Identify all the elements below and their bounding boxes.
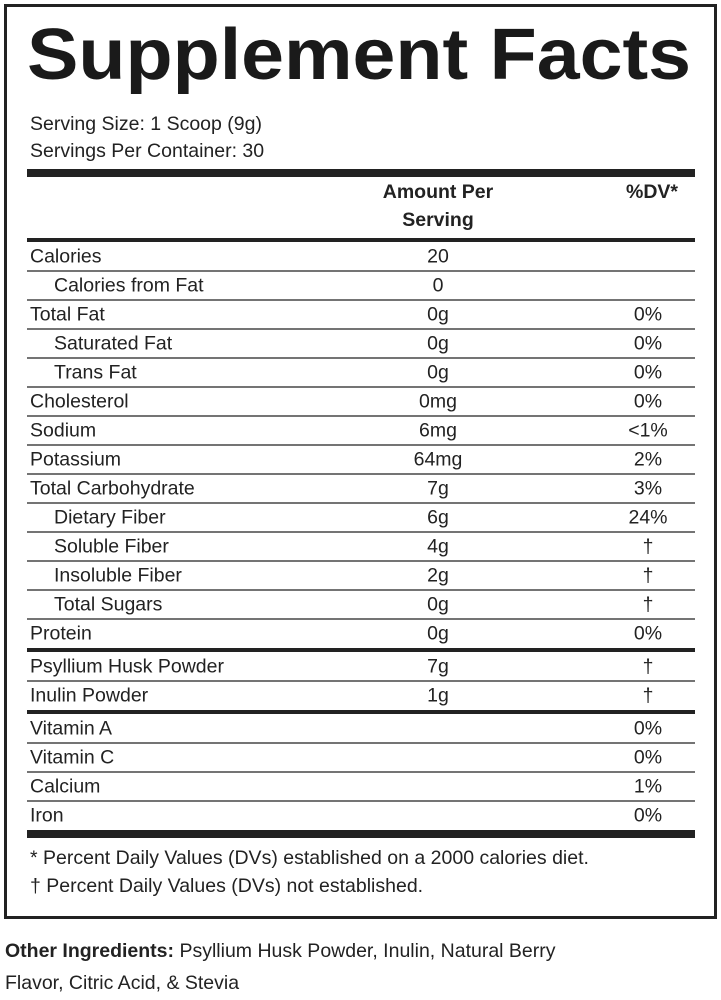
nutrient-label: Iron <box>30 805 64 827</box>
nutrient-dv: † <box>643 536 654 558</box>
nutrient-dv: 0% <box>634 805 662 827</box>
nutrient-amount: 20 <box>427 246 449 268</box>
title: Supplement Facts <box>27 15 691 95</box>
other-ingredients-text: Psyllium Husk Powder, Inulin, Natural Be… <box>179 940 555 962</box>
nutrient-label: Inulin Powder <box>30 685 149 707</box>
nutrient-dv: 0% <box>634 718 662 740</box>
dv-header: %DV* <box>626 181 678 203</box>
amount-header: Amount Per <box>383 181 494 203</box>
nutrient-dv: 0% <box>634 391 662 413</box>
nutrient-amount: 7g <box>427 656 449 678</box>
nutrient-label: Total Sugars <box>54 594 163 616</box>
panel-border <box>4 4 717 919</box>
rule <box>27 238 695 242</box>
nutrient-amount: 0g <box>427 594 449 616</box>
nutrient-amount: 4g <box>427 536 449 558</box>
nutrient-label: Protein <box>30 623 92 645</box>
nutrient-amount: 6mg <box>419 420 457 442</box>
nutrient-dv: 0% <box>634 362 662 384</box>
nutrient-label: Soluble Fiber <box>54 536 169 558</box>
nutrient-label: Dietary Fiber <box>54 507 166 529</box>
nutrient-label: Total Fat <box>30 304 105 326</box>
other-ingredients-text: Flavor, Citric Acid, & Stevia <box>5 972 239 994</box>
nutrient-amount: 0g <box>427 333 449 355</box>
nutrient-label: Cholesterol <box>30 391 129 413</box>
nutrient-label: Calcium <box>30 776 100 798</box>
nutrient-label: Saturated Fat <box>54 333 173 355</box>
nutrient-label: Calories from Fat <box>54 275 204 297</box>
nutrient-dv: 0% <box>634 747 662 769</box>
nutrient-dv: <1% <box>628 420 668 442</box>
nutrient-label: Potassium <box>30 449 121 471</box>
nutrient-label: Vitamin A <box>30 718 112 740</box>
nutrient-dv: 2% <box>634 449 662 471</box>
nutrient-amount: 0mg <box>419 391 457 413</box>
nutrient-label: Calories <box>30 246 102 268</box>
servings-per-container: Servings Per Container: 30 <box>30 140 264 162</box>
other-ingredients-label: Other Ingredients: <box>5 940 174 962</box>
nutrient-dv: † <box>643 594 654 616</box>
footnote: * Percent Daily Values (DVs) established… <box>30 847 589 869</box>
nutrient-amount: 1g <box>427 685 449 707</box>
footnote: † Percent Daily Values (DVs) not establi… <box>30 875 423 897</box>
nutrient-dv: † <box>643 656 654 678</box>
nutrient-amount: 2g <box>427 565 449 587</box>
nutrient-dv: 24% <box>628 507 667 529</box>
nutrient-label: Psyllium Husk Powder <box>30 656 224 678</box>
nutrient-dv: 0% <box>634 623 662 645</box>
nutrient-label: Vitamin C <box>30 747 114 769</box>
nutrient-label: Trans Fat <box>54 362 137 384</box>
amount-header: Serving <box>402 209 474 231</box>
serving-size: Serving Size: 1 Scoop (9g) <box>30 113 262 135</box>
nutrient-dv: 0% <box>634 304 662 326</box>
nutrient-amount: 0g <box>427 304 449 326</box>
nutrient-amount: 7g <box>427 478 449 500</box>
rule <box>27 169 695 177</box>
nutrient-amount: 6g <box>427 507 449 529</box>
nutrient-label: Total Carbohydrate <box>30 478 195 500</box>
other-ingredients: Other Ingredients: Psyllium Husk Powder,… <box>5 940 556 962</box>
nutrient-label: Insoluble Fiber <box>54 565 182 587</box>
nutrient-dv: 1% <box>634 776 662 798</box>
nutrient-amount: 0g <box>427 362 449 384</box>
nutrient-dv: 3% <box>634 478 662 500</box>
nutrient-amount: 0g <box>427 623 449 645</box>
nutrient-label: Sodium <box>30 420 96 442</box>
rule <box>27 710 695 714</box>
nutrient-dv: 0% <box>634 333 662 355</box>
nutrient-dv: † <box>643 685 654 707</box>
rule <box>27 648 695 652</box>
nutrient-amount: 0 <box>433 275 444 297</box>
nutrient-dv: † <box>643 565 654 587</box>
rule <box>27 830 695 838</box>
nutrient-amount: 64mg <box>414 449 463 471</box>
